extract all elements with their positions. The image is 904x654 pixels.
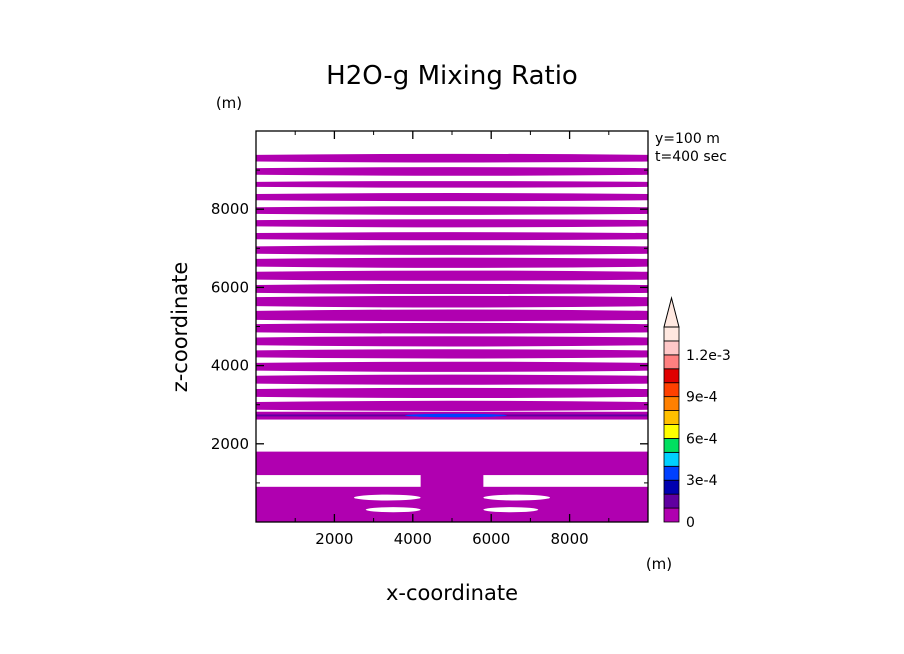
contour-band — [256, 322, 648, 334]
colorbar-tick-label: 6e-4 — [686, 431, 718, 447]
y-axis: 2000 4000 6000 8000 — [211, 169, 648, 484]
contour-band — [256, 167, 648, 176]
contour-gap — [365, 507, 421, 513]
y-tick-label: 4000 — [211, 357, 249, 375]
contour-fills — [256, 153, 648, 522]
contour-band — [256, 309, 648, 322]
contour-gap — [483, 507, 539, 513]
contour-core — [404, 413, 507, 418]
annotation-t: t=400 sec — [655, 149, 727, 165]
contour-band — [256, 387, 648, 399]
contour-band — [256, 219, 648, 228]
colorbar-swatch — [663, 340, 680, 356]
y-axis-label: z-coordinate — [168, 262, 192, 393]
annotation-y: y=100 m — [655, 131, 720, 147]
contour-band — [256, 270, 648, 281]
contour-band — [256, 232, 648, 241]
y-unit-label: (m) — [216, 94, 242, 112]
contour-band — [256, 349, 648, 359]
x-unit-label: (m) — [646, 555, 672, 573]
contour-gap — [483, 494, 550, 501]
y-tick-label: 8000 — [211, 200, 249, 218]
contour-band — [256, 400, 648, 411]
colorbar-swatch — [663, 424, 680, 439]
contour-band — [256, 374, 648, 385]
colorbar-swatch — [663, 368, 680, 384]
contour-band — [256, 336, 648, 347]
x-tick-label: 2000 — [315, 530, 353, 548]
colorbar-swatch — [663, 438, 680, 453]
y-tick-label: 2000 — [211, 435, 249, 453]
x-tick-label: 6000 — [472, 530, 510, 548]
x-tick-label: 4000 — [394, 530, 432, 548]
colorbar-swatch — [663, 507, 680, 523]
contour-band — [256, 193, 648, 202]
plot-area — [255, 130, 649, 523]
contour-band — [256, 257, 648, 268]
contour-gap — [354, 494, 421, 501]
colorbar-tick-label: 0 — [686, 515, 695, 531]
contour-band — [256, 181, 648, 188]
colorbar-swatch — [663, 354, 680, 370]
colorbar-tick-label: 9e-4 — [686, 390, 718, 406]
contour-band — [256, 361, 648, 372]
y-tick-label: 6000 — [211, 278, 249, 296]
contour-band — [256, 283, 648, 295]
x-axis-label: x-coordinate — [386, 581, 518, 605]
x-tick-label: 8000 — [551, 530, 589, 548]
colorbar-tick-label: 1.2e-3 — [686, 348, 731, 364]
contour-band — [256, 245, 648, 255]
colorbar-swatch — [663, 451, 680, 467]
colorbar-swatch — [663, 396, 680, 411]
contour-band — [256, 295, 648, 308]
colorbar-tick-label: 3e-4 — [686, 473, 718, 489]
contour-region — [420, 459, 484, 522]
chart-title: H2O-g Mixing Ratio — [326, 61, 578, 91]
colorbar-swatch — [663, 382, 680, 398]
contour-band — [256, 153, 648, 163]
colorbar-swatch — [663, 465, 680, 481]
colorbar-swatch — [663, 493, 680, 509]
colorbar-extend-arrow — [663, 296, 680, 328]
contour-band — [256, 206, 648, 215]
colorbar-swatch — [663, 479, 680, 495]
colorbar-swatch — [663, 410, 680, 425]
x-axis: 2000 4000 6000 8000 — [294, 131, 610, 548]
colorbar-swatch — [663, 326, 680, 342]
colorbar: 0 3e-4 6e-4 9e-4 1.2e-3 — [663, 296, 731, 531]
